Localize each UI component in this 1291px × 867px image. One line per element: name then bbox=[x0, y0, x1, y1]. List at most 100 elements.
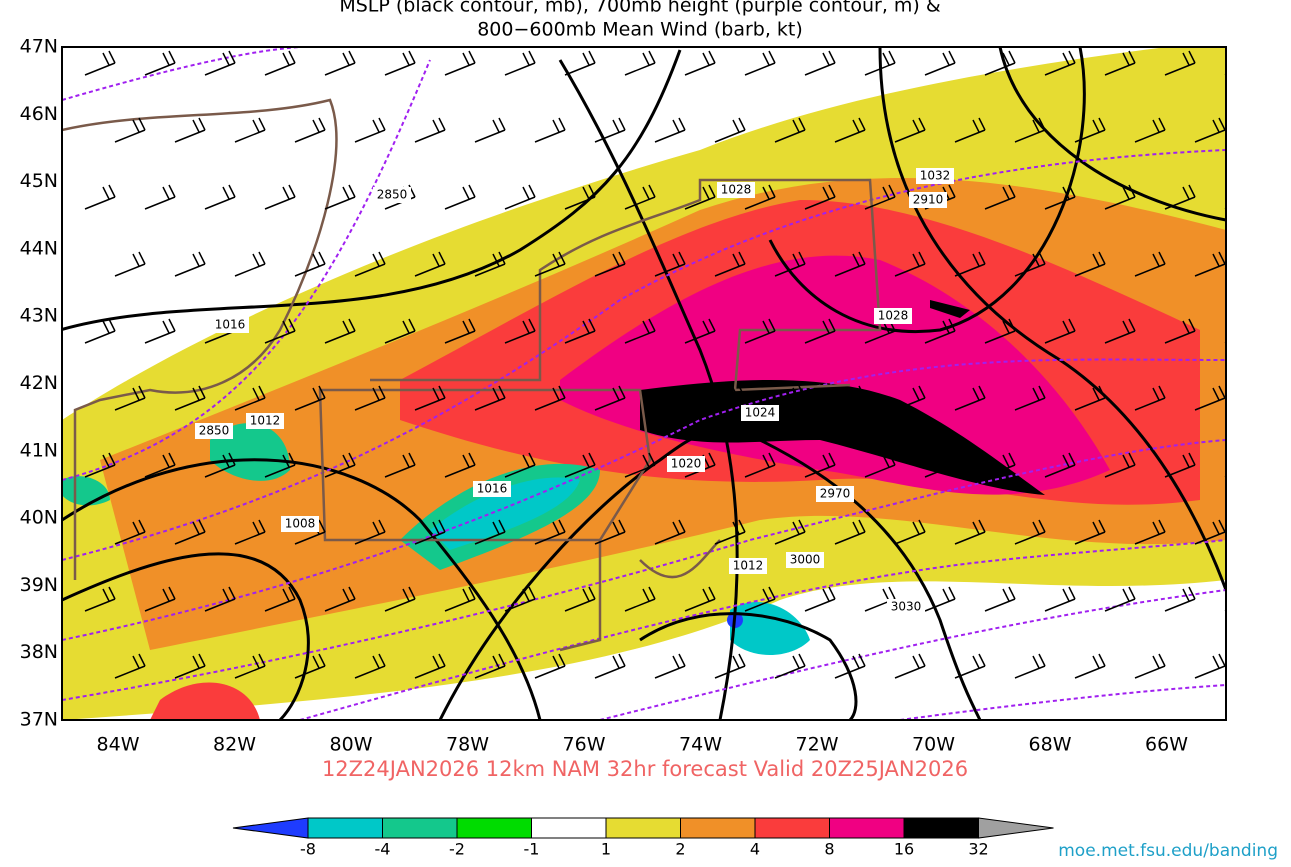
wind-barb bbox=[1074, 251, 1106, 277]
wind-barb bbox=[1194, 653, 1226, 679]
wind-barb bbox=[564, 452, 596, 478]
wind-barb bbox=[1014, 385, 1046, 411]
wind-barb bbox=[444, 50, 476, 76]
wind-barb bbox=[1014, 653, 1046, 679]
wind-barb bbox=[354, 117, 386, 143]
wind-barb bbox=[744, 318, 776, 344]
wind-barb bbox=[474, 251, 506, 277]
wind-barb bbox=[474, 519, 506, 545]
contour-label: 1024 bbox=[745, 406, 776, 420]
wind-barb bbox=[894, 385, 926, 411]
contour-label-bg bbox=[473, 481, 511, 497]
wind-barb bbox=[534, 251, 566, 277]
wind-barb bbox=[1134, 653, 1166, 679]
lat-label: 46N bbox=[20, 103, 58, 125]
contour-label: 1032 bbox=[920, 169, 951, 183]
wind-barb bbox=[744, 50, 776, 76]
wind-barb bbox=[984, 452, 1016, 478]
wind-barb bbox=[504, 184, 536, 210]
wind-barb bbox=[1224, 341, 1226, 344]
wind-barb bbox=[534, 653, 566, 679]
colorbar-segment bbox=[531, 817, 607, 839]
wind-barb bbox=[624, 586, 656, 612]
wind-barb bbox=[84, 318, 116, 344]
colorbar-tick-label: -1 bbox=[524, 840, 540, 859]
wind-barb bbox=[234, 519, 266, 545]
wind-barb bbox=[1104, 318, 1136, 344]
wind-barb bbox=[264, 50, 296, 76]
wind-barb bbox=[984, 50, 1016, 76]
contour-label-bg bbox=[281, 516, 319, 532]
colorbar-segment bbox=[903, 817, 979, 839]
lat-label: 42N bbox=[20, 372, 58, 394]
wind-barb bbox=[204, 184, 236, 210]
wind-barb bbox=[774, 653, 806, 679]
wind-barb bbox=[744, 452, 776, 478]
wind-barb bbox=[654, 385, 686, 411]
wind-barb bbox=[1194, 519, 1226, 545]
wind-barb bbox=[144, 452, 176, 478]
wind-barb bbox=[594, 653, 626, 679]
lon-label: 82W bbox=[213, 734, 256, 756]
wind-barb bbox=[1194, 117, 1226, 143]
credit: moe.met.fsu.edu/banding bbox=[1058, 841, 1278, 861]
wind-barb bbox=[1164, 318, 1196, 344]
wind-barb bbox=[1255, 654, 1285, 678]
wind-barb bbox=[1044, 50, 1076, 76]
wind-barb bbox=[834, 519, 866, 545]
wind-barb bbox=[924, 50, 956, 76]
wind-barb bbox=[1014, 519, 1046, 545]
map-field bbox=[62, 47, 1285, 720]
wind-barb bbox=[384, 452, 416, 478]
wind-barb bbox=[1194, 385, 1226, 411]
wind-barb bbox=[1224, 207, 1226, 210]
wind-barb bbox=[1134, 519, 1166, 545]
map-frame bbox=[61, 46, 1227, 721]
wind-barb bbox=[444, 318, 476, 344]
wind-barb bbox=[804, 50, 836, 76]
wind-barb bbox=[264, 586, 296, 612]
wind-barb bbox=[504, 50, 536, 76]
wind-barb bbox=[414, 653, 446, 679]
wind-barb bbox=[954, 251, 986, 277]
wind-barb bbox=[324, 586, 356, 612]
contour-label: 1016 bbox=[477, 482, 508, 496]
wind-barb bbox=[1074, 653, 1106, 679]
lon-label: 66W bbox=[1145, 734, 1188, 756]
wind-barb bbox=[1134, 251, 1166, 277]
wind-barb bbox=[1104, 50, 1136, 76]
wind-barb bbox=[234, 653, 266, 679]
wind-barb bbox=[624, 318, 656, 344]
wind-barb bbox=[774, 251, 806, 277]
wind-barb bbox=[1224, 609, 1226, 612]
wind-barb bbox=[954, 519, 986, 545]
lon-label: 84W bbox=[97, 734, 140, 756]
colorbar-tick-label: 4 bbox=[750, 840, 760, 859]
wind-barb bbox=[384, 586, 416, 612]
wind-barb bbox=[84, 184, 116, 210]
contour-label: 1012 bbox=[733, 559, 764, 573]
wind-barb bbox=[114, 117, 146, 143]
wind-barb bbox=[594, 519, 626, 545]
colorbar-tick-label: -4 bbox=[375, 840, 391, 859]
wind-barb bbox=[174, 251, 206, 277]
wind-barb bbox=[264, 318, 296, 344]
wind-barb bbox=[1164, 50, 1196, 76]
wind-barb bbox=[954, 385, 986, 411]
contour-label: 2970 bbox=[820, 487, 851, 501]
colorbar-segment bbox=[829, 817, 905, 839]
wind-barb bbox=[654, 251, 686, 277]
colorbar-tick-label: 2 bbox=[675, 840, 685, 859]
contour-label-bg bbox=[909, 192, 947, 208]
colorbar-segment bbox=[456, 817, 532, 839]
wind-barb bbox=[504, 452, 536, 478]
colorbar-tick-label: 1 bbox=[601, 840, 611, 859]
wind-barb bbox=[204, 50, 236, 76]
wind-barb bbox=[354, 251, 386, 277]
wind-barb bbox=[324, 452, 356, 478]
wind-barb bbox=[864, 452, 896, 478]
wind-barb bbox=[744, 586, 776, 612]
wind-barb bbox=[84, 452, 116, 478]
wind-barb bbox=[654, 519, 686, 545]
contour-label-bg bbox=[195, 423, 233, 439]
